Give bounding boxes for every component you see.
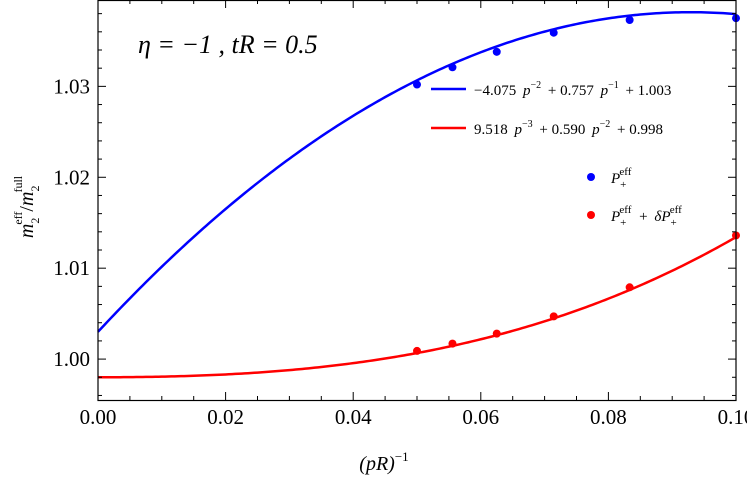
fit-curves xyxy=(97,10,737,379)
y-tick-label: 1.03 xyxy=(53,74,90,98)
data-point-0-2 xyxy=(492,47,501,56)
x-tick-label: 0.02 xyxy=(207,405,244,429)
legend: −4.075 p−2 + 0.757 p−1 + 1.003 9.518 p−3… xyxy=(431,76,682,229)
legend-label-blue-points: P+eff xyxy=(610,166,632,191)
x-tick-label: 0.04 xyxy=(335,405,372,429)
legend-marker-blue-points xyxy=(587,173,595,181)
data-point-1-2 xyxy=(492,329,501,338)
data-point-1-0 xyxy=(413,346,421,355)
axes xyxy=(97,0,737,402)
data-point-1-1 xyxy=(448,339,457,348)
legend-label-red-fit: 9.518 p−3 + 0.590 p−2 + 0.998 xyxy=(474,115,663,138)
fit-curve-1 xyxy=(98,236,737,379)
x-tick-label: 0.08 xyxy=(590,405,627,429)
y-tick-label: 1.02 xyxy=(53,165,90,189)
plot-annotation: η = −1 , tR = 0.5 xyxy=(138,30,318,59)
data-point-0-3 xyxy=(549,28,558,37)
data-points xyxy=(413,14,740,355)
data-point-0-4 xyxy=(625,16,634,24)
x-axis-title: (pR)−1 xyxy=(359,449,408,475)
y-tick-label: 1.01 xyxy=(53,256,90,280)
fit-curve-0 xyxy=(97,10,737,333)
y-axis-title: m2eff/m2full xyxy=(11,175,42,238)
x-tick-label: 0.00 xyxy=(80,405,117,429)
data-point-0-0 xyxy=(413,80,421,89)
data-point-1-4 xyxy=(625,283,634,292)
legend-label-red-points: P+eff + δP+eff xyxy=(610,201,682,229)
legend-label-blue-fit: −4.075 p−2 + 0.757 p−1 + 1.003 xyxy=(474,76,671,99)
plot-frame xyxy=(97,0,737,402)
data-point-1-3 xyxy=(549,312,558,321)
legend-marker-red-points xyxy=(587,211,595,219)
data-point-0-1 xyxy=(448,63,457,72)
y-tick-label: 1.00 xyxy=(53,347,90,371)
tick-labels: 0.00 0.02 0.04 0.06 0.08 0.10 1.00 1.01 1.02 1.03 xyxy=(53,74,747,429)
x-tick-label: 0.06 xyxy=(462,405,499,429)
x-tick-label: 0.10 xyxy=(718,405,747,429)
